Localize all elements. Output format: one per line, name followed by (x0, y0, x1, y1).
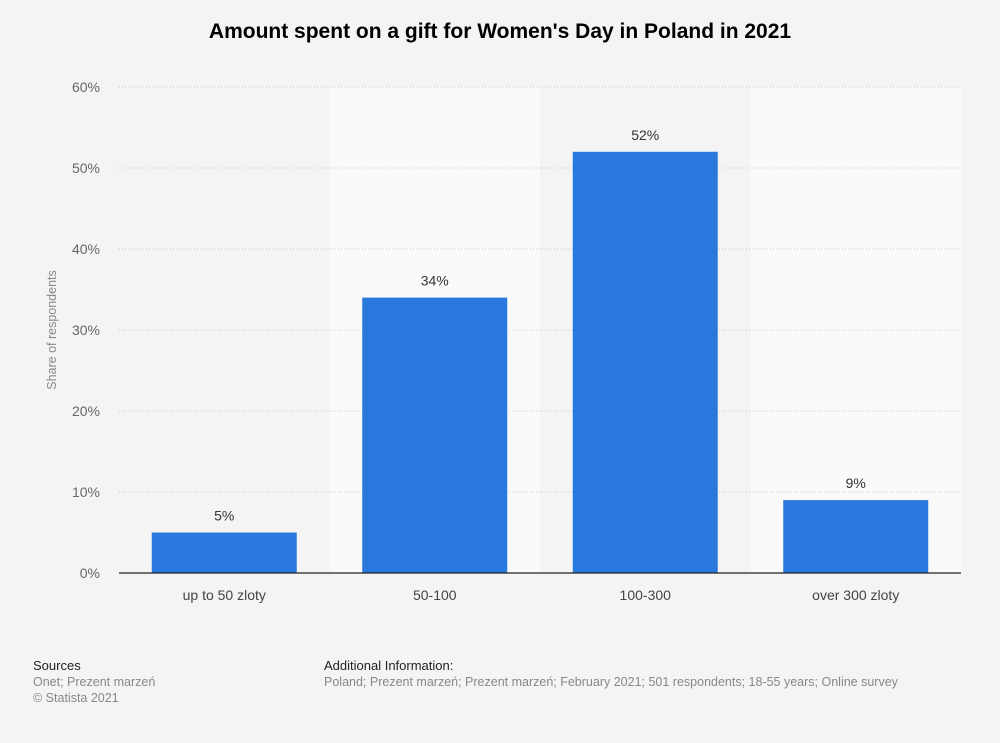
y-tick-label: 60% (72, 79, 100, 95)
y-tick-label: 20% (72, 403, 100, 419)
y-tick-label: 0% (80, 565, 100, 581)
x-tick-label: over 300 zloty (812, 587, 899, 603)
bar (151, 532, 297, 573)
bar (783, 500, 929, 573)
x-tick-label: up to 50 zloty (183, 587, 266, 603)
sources-heading: Sources (33, 658, 81, 673)
y-tick-label: 10% (72, 484, 100, 500)
additional-info-heading: Additional Information: (324, 658, 454, 673)
bar-value-label: 34% (421, 273, 449, 289)
bar-value-label: 52% (631, 127, 659, 143)
y-axis-title: Share of respondents (45, 270, 59, 390)
additional-info-block: Additional Information: Poland; Prezent … (324, 658, 898, 690)
chart-title: Amount spent on a gift for Women's Day i… (208, 20, 792, 43)
additional-info-text: Poland; Prezent marzeń; Prezent marzeń; … (324, 675, 898, 689)
bar (572, 151, 718, 574)
bar-value-label: 9% (846, 475, 866, 491)
sources-line: Onet; Prezent marzeń (33, 675, 156, 689)
y-tick-label: 50% (72, 160, 100, 176)
sources-block: Sources Onet; Prezent marzeń © Statista … (33, 658, 155, 706)
y-tick-label: 40% (72, 241, 100, 257)
bar-value-label: 5% (214, 508, 234, 524)
bar (362, 297, 508, 573)
copyright-line: © Statista 2021 (33, 691, 119, 705)
x-tick-label: 50-100 (413, 587, 457, 603)
x-tick-label: 100-300 (620, 587, 672, 603)
y-tick-label: 30% (72, 322, 100, 338)
